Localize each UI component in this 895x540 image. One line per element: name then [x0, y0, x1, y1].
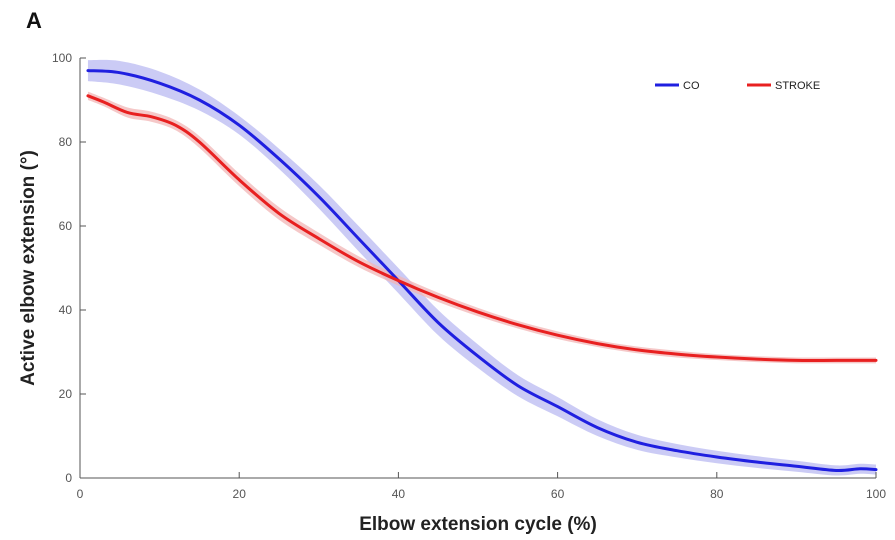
y-tick-label: 20 [59, 387, 73, 401]
x-tick-label: 100 [866, 487, 886, 501]
confidence-bands [87, 59, 876, 476]
series-line-stroke [86, 94, 878, 362]
series-lines [86, 69, 878, 472]
x-tick-label: 80 [710, 487, 724, 501]
y-tick-label: 0 [65, 471, 72, 485]
legend: CO STROKE [655, 80, 820, 92]
y-tick-label: 100 [52, 51, 72, 65]
y-axis-title: Active elbow extension (°) [18, 150, 39, 386]
x-tick-label: 60 [551, 487, 565, 501]
y-ticks: 0 20 40 60 80 100 [52, 51, 86, 485]
legend-label-stroke: STROKE [775, 80, 820, 92]
x-tick-label: 40 [392, 487, 406, 501]
y-tick-label: 60 [59, 219, 73, 233]
axes [79, 58, 876, 479]
y-tick-label: 80 [59, 135, 73, 149]
band-co [87, 59, 876, 476]
band-stroke [87, 91, 876, 364]
x-tick-label: 0 [77, 487, 84, 501]
legend-label-co: CO [683, 80, 700, 92]
x-axis-title: Elbow extension cycle (%) [359, 514, 597, 535]
x-tick-label: 20 [233, 487, 247, 501]
panel-label: A [26, 8, 42, 33]
y-tick-label: 40 [59, 303, 73, 317]
x-ticks: 0 20 40 60 80 100 [77, 472, 886, 501]
series-line-co [86, 69, 878, 472]
